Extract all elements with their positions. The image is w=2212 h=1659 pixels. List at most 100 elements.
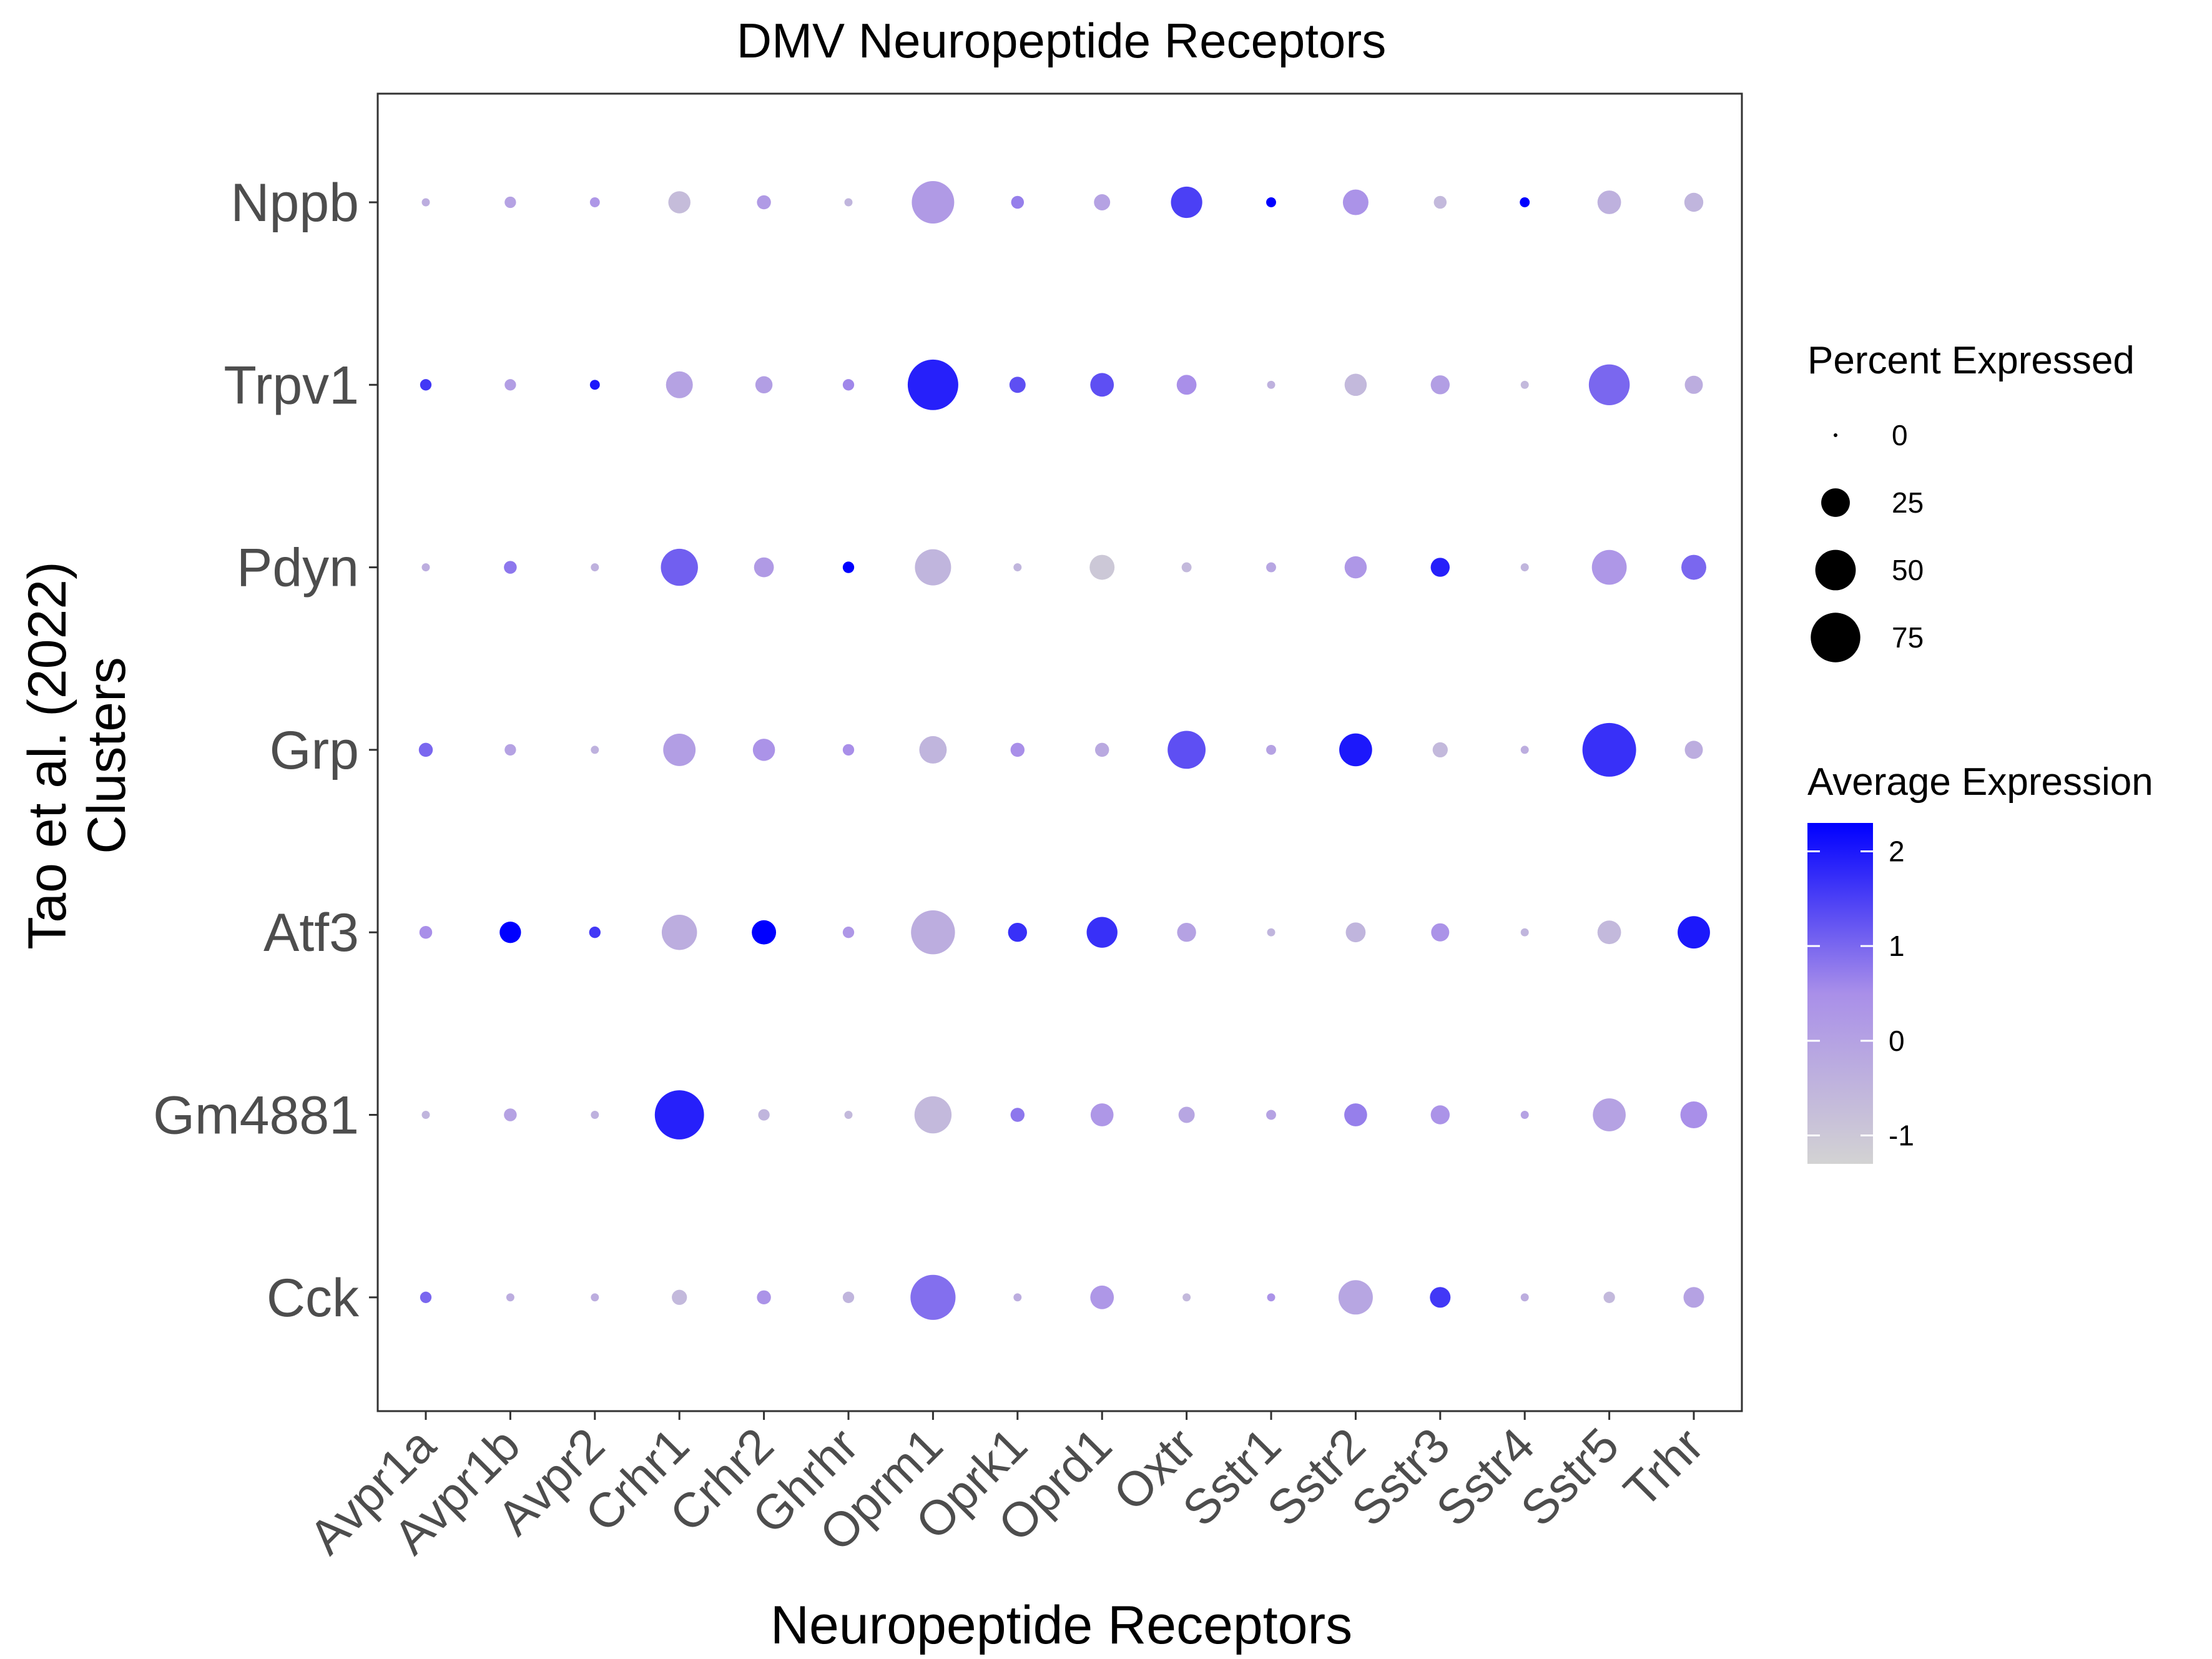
- dot-trpv1-avpr1a: [420, 379, 432, 391]
- color-legend-ticks: -1 0 1 2: [1807, 835, 1914, 1152]
- ytick-label-pdyn: Pdyn: [237, 538, 359, 598]
- dot-atf3-oxtr: [1177, 922, 1196, 942]
- xtick-label-sstr2: Sstr2: [1256, 1417, 1375, 1537]
- dot-atf3-sstr2: [1345, 922, 1366, 943]
- xtick-label-sstr4: Sstr4: [1425, 1417, 1545, 1537]
- dot-pdyn-avpr2: [591, 563, 599, 572]
- dot-nppb-sstr5: [1597, 190, 1621, 214]
- x-axis-ticks: Avpr1aAvpr1bAvpr2Crhr1Crhr2GhrhrOprm1Opr…: [298, 1411, 1714, 1565]
- dot-cck-ghrhr: [842, 1291, 855, 1303]
- dot-nppb-avpr1a: [421, 198, 430, 207]
- dot-nppb-oprm1: [912, 181, 955, 224]
- dot-nppb-oprk1: [1011, 195, 1025, 209]
- dot-pdyn-ghrhr: [842, 561, 855, 573]
- dot-trpv1-sstr3: [1430, 375, 1450, 395]
- dot-cck-avpr1a: [420, 1291, 432, 1303]
- dot-atf3-crhr2: [752, 920, 777, 945]
- dot-nppb-crhr1: [668, 191, 691, 214]
- dot-cck-oprm1: [910, 1274, 956, 1320]
- dot-cck-crhr2: [757, 1290, 771, 1305]
- dot-gm4881-oprd1: [1090, 1103, 1114, 1126]
- dot-cck-oprk1: [1013, 1293, 1022, 1302]
- dot-gm4881-avpr2: [591, 1111, 599, 1119]
- dot-pdyn-crhr2: [754, 557, 774, 578]
- dot-gm4881-avpr1b: [504, 1108, 517, 1121]
- y-axis-ticks: Nppb Trpv1 Pdyn Grp Atf3 Gm4881 Cck: [153, 173, 378, 1328]
- dot-trpv1-ghrhr: [842, 379, 855, 391]
- dot-cck-oxtr: [1182, 1293, 1191, 1302]
- color-legend-title: Average Expression: [1807, 761, 2153, 804]
- color-legend: Average Expression -1 0 1 2: [1807, 761, 2153, 1164]
- dot-pdyn-sstr3: [1430, 558, 1450, 577]
- dot-nppb-crhr2: [757, 195, 771, 210]
- dot-trpv1-avpr1b: [504, 379, 516, 391]
- dot-gm4881-trhr: [1680, 1101, 1708, 1128]
- dot-grp-avpr2: [591, 746, 599, 754]
- dot-nppb-avpr1b: [504, 196, 516, 209]
- dot-cck-sstr4: [1520, 1293, 1529, 1302]
- color-legend-label-0: 0: [1889, 1025, 1905, 1057]
- dot-cck-crhr1: [672, 1289, 687, 1305]
- dot-gm4881-sstr4: [1520, 1111, 1529, 1119]
- dot-atf3-ghrhr: [842, 927, 855, 938]
- dot-trpv1-oprm1: [907, 359, 958, 410]
- xtick-label-trhr: Trhr: [1613, 1417, 1714, 1518]
- dot-grp-avpr1a: [418, 742, 433, 757]
- dot-gm4881-oxtr: [1178, 1106, 1195, 1123]
- dot-nppb-oxtr: [1171, 186, 1202, 219]
- dot-nppb-sstr2: [1342, 189, 1369, 215]
- dot-atf3-sstr5: [1597, 920, 1621, 945]
- dot-pdyn-oxtr: [1181, 562, 1192, 573]
- dot-pdyn-oprm1: [915, 549, 951, 586]
- dot-trpv1-avpr2: [589, 380, 600, 390]
- dot-atf3-crhr1: [661, 914, 697, 950]
- dot-cck-avpr2: [591, 1293, 599, 1302]
- dot-nppb-sstr3: [1433, 195, 1447, 209]
- dot-nppb-oprd1: [1094, 194, 1111, 210]
- dot-cck-sstr2: [1338, 1280, 1373, 1315]
- dot-nppb-trhr: [1684, 192, 1704, 212]
- dot-pdyn-oprk1: [1013, 563, 1022, 572]
- dot-gm4881-oprk1: [1010, 1108, 1025, 1122]
- dot-grp-sstr1: [1266, 744, 1276, 755]
- dot-marks: [418, 181, 1710, 1320]
- dot-gm4881-sstr2: [1344, 1103, 1367, 1126]
- dot-gm4881-crhr2: [758, 1109, 770, 1121]
- dot-pdyn-sstr4: [1520, 563, 1529, 572]
- dot-grp-sstr5: [1582, 722, 1636, 777]
- dot-trpv1-sstr4: [1520, 380, 1529, 389]
- dot-trpv1-oprk1: [1009, 377, 1026, 393]
- dot-cck-avpr1b: [506, 1293, 514, 1302]
- dot-gm4881-avpr1a: [421, 1111, 430, 1119]
- dot-grp-oprk1: [1010, 742, 1025, 757]
- dot-pdyn-crhr1: [661, 548, 698, 586]
- size-legend-dot-50: [1815, 549, 1856, 591]
- color-legend-label-1: 1: [1889, 930, 1905, 962]
- dot-atf3-avpr2: [589, 927, 601, 938]
- y-axis-title-line-2: Clusters: [77, 657, 137, 854]
- dot-gm4881-ghrhr: [844, 1111, 853, 1119]
- size-legend-title: Percent Expressed: [1807, 339, 2135, 382]
- xtick-label-sstr5: Sstr5: [1510, 1417, 1630, 1537]
- dot-gm4881-sstr1: [1266, 1110, 1276, 1120]
- dot-trpv1-oprd1: [1090, 373, 1114, 397]
- xtick-label-sstr3: Sstr3: [1341, 1417, 1460, 1537]
- dot-atf3-avpr1b: [499, 922, 521, 943]
- dot-trpv1-trhr: [1684, 375, 1703, 394]
- plot-panel: [376, 92, 1743, 1412]
- ytick-label-gm4881: Gm4881: [153, 1086, 359, 1146]
- dot-grp-oxtr: [1167, 731, 1206, 769]
- size-legend-label-50: 50: [1892, 554, 1924, 586]
- dot-nppb-sstr4: [1520, 197, 1530, 207]
- color-legend-label--1: -1: [1889, 1120, 1914, 1152]
- dot-gm4881-sstr5: [1593, 1098, 1626, 1131]
- size-legend-dot-75: [1811, 613, 1861, 662]
- dot-grp-sstr3: [1432, 742, 1448, 758]
- xtick-label-sstr1: Sstr1: [1172, 1417, 1291, 1537]
- color-legend-label-2: 2: [1889, 835, 1905, 868]
- dot-atf3-sstr1: [1267, 928, 1276, 937]
- x-axis-title: Neuropeptide Receptors: [770, 1595, 1352, 1655]
- dot-grp-sstr2: [1339, 733, 1372, 767]
- dot-grp-oprd1: [1094, 742, 1109, 757]
